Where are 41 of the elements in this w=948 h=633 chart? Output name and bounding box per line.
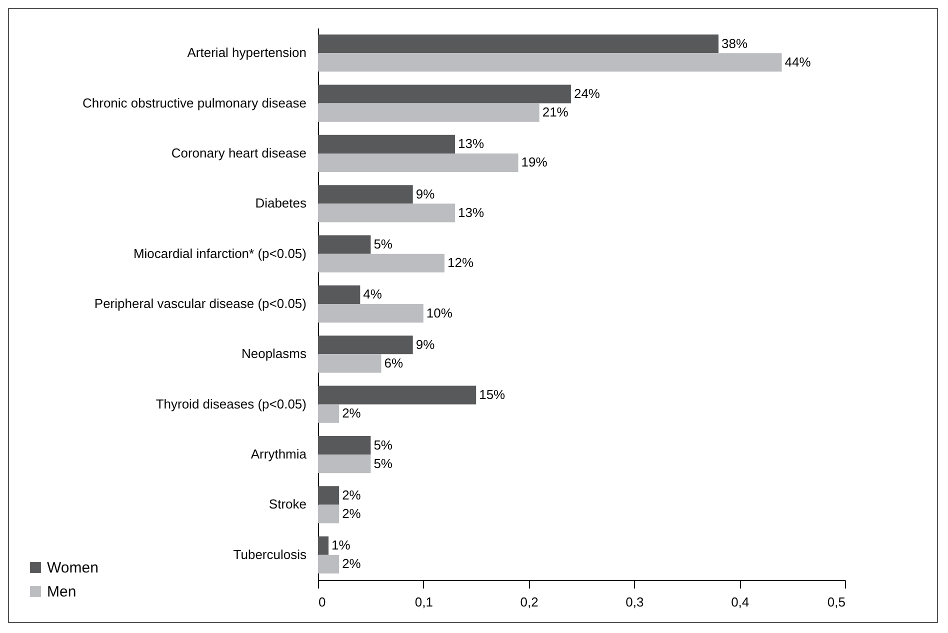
y-tick-label: Arterial hypertension bbox=[187, 45, 306, 60]
data-label: 21% bbox=[542, 104, 569, 120]
x-tick-label: 0 bbox=[318, 594, 326, 610]
data-label: 2% bbox=[342, 487, 362, 502]
data-label: 19% bbox=[521, 154, 548, 170]
y-tick-label: Chronic obstructive pulmonary disease bbox=[82, 95, 306, 110]
legend-label: Women bbox=[47, 560, 98, 576]
data-label: 1% bbox=[332, 538, 351, 553]
data-label: 38% bbox=[722, 36, 748, 51]
data-label: 2% bbox=[342, 406, 362, 421]
y-tick-label: Miocardial infarction* (p<0.05) bbox=[133, 246, 306, 261]
data-label: 5% bbox=[374, 236, 393, 252]
data-label: 12% bbox=[447, 255, 474, 270]
data-label: 13% bbox=[458, 136, 484, 152]
data-label: 9% bbox=[416, 186, 436, 202]
data-label: 13% bbox=[458, 204, 484, 220]
data-label: 15% bbox=[479, 387, 506, 402]
x-tick-label: 0,5 bbox=[827, 594, 846, 610]
y-tick-label: Arrythmia bbox=[250, 446, 308, 462]
y-tick-label: Coronary heart disease bbox=[171, 145, 306, 160]
y-tick-label: Tuberculosis bbox=[233, 546, 307, 562]
y-tick-label: Peripheral vascular disease (p<0.05) bbox=[94, 296, 306, 311]
data-label: 4% bbox=[363, 286, 382, 302]
x-tick-label: 0,1 bbox=[414, 594, 433, 610]
x-tick-label: 0,4 bbox=[731, 594, 750, 610]
data-label: 9% bbox=[416, 336, 436, 352]
y-tick-label: Diabetes bbox=[255, 196, 307, 211]
data-label: 6% bbox=[384, 355, 404, 370]
x-tick-label: 0,2 bbox=[520, 594, 538, 610]
data-label: 2% bbox=[342, 556, 362, 572]
y-tick-label: Neoplasms bbox=[241, 346, 307, 362]
y-tick-label: Stroke bbox=[268, 496, 306, 512]
legend-label: Men bbox=[47, 584, 76, 600]
data-label: 5% bbox=[374, 456, 393, 471]
x-tick-label: 0,3 bbox=[626, 594, 644, 610]
data-label: 44% bbox=[784, 54, 812, 70]
data-label: 10% bbox=[426, 305, 453, 320]
data-label: 2% bbox=[342, 506, 362, 522]
data-label: 24% bbox=[574, 86, 600, 101]
y-tick-label: Thyroid diseases (p<0.05) bbox=[156, 396, 306, 412]
data-label: 5% bbox=[374, 437, 393, 452]
